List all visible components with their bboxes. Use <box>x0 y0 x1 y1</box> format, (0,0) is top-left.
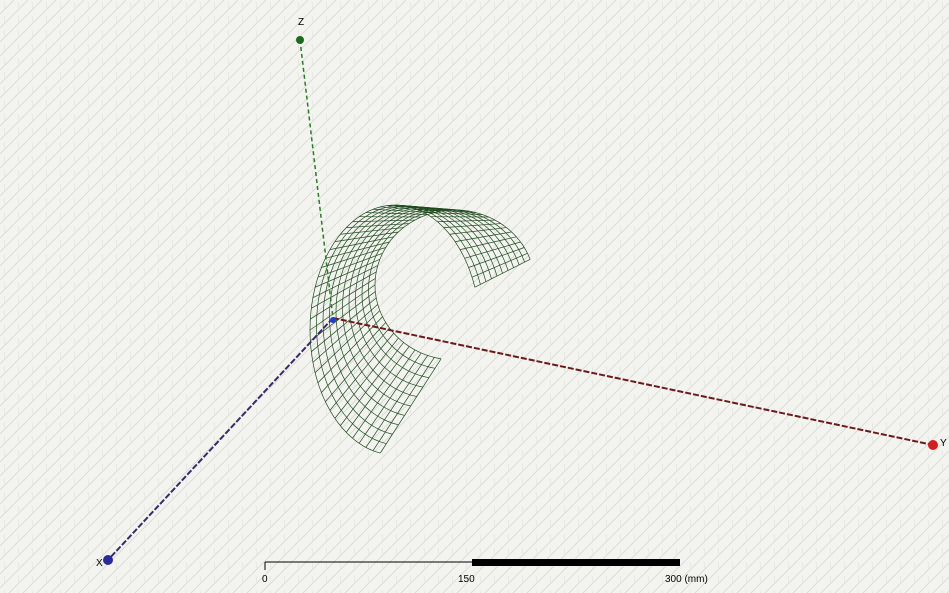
origin <box>330 317 336 323</box>
background <box>0 0 949 593</box>
z-axis-end <box>296 36 304 44</box>
scale-label: 150 <box>458 574 475 585</box>
y-axis-end <box>928 440 938 450</box>
scale-block <box>472 559 680 566</box>
viewport-3d: Z Y X 0 150 300 (mm) <box>0 0 949 593</box>
x-axis-label: X <box>96 558 103 569</box>
scale-label: 300 (mm) <box>665 574 708 585</box>
page: Z Y X 0 150 300 (mm) (() => { const data… <box>0 0 949 593</box>
x-axis-end <box>103 555 113 565</box>
y-axis-label: Y <box>940 438 947 449</box>
z-axis-label: Z <box>298 17 304 28</box>
scale-label: 0 <box>262 574 268 585</box>
